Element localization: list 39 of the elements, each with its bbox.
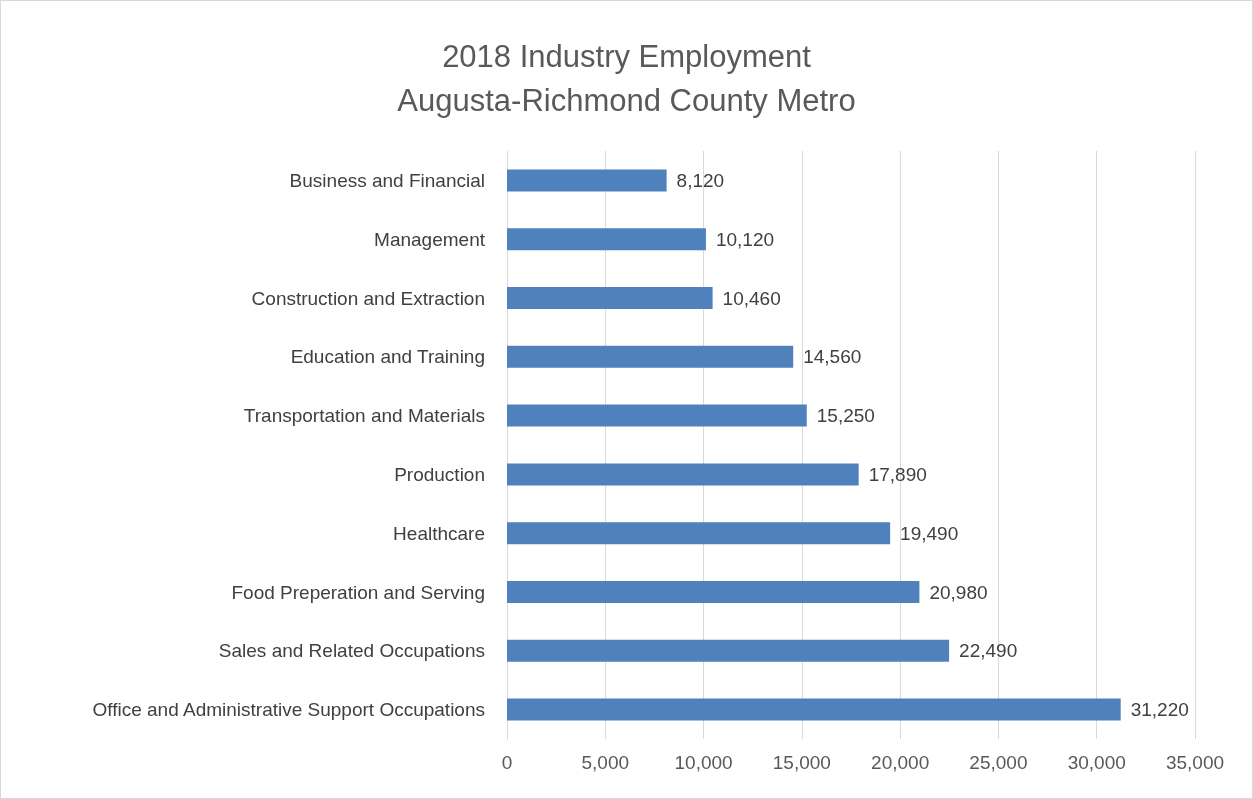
- bar: [507, 287, 713, 309]
- bar: [507, 639, 950, 662]
- y-tick-label: Sales and Related Occupations: [218, 640, 485, 662]
- x-tick-label: 15,000: [772, 752, 831, 773]
- bar: [507, 581, 920, 603]
- y-tick-label: Business and Financial: [289, 169, 485, 191]
- y-tick-label: Management: [374, 228, 486, 250]
- data-label: 31,220: [1130, 699, 1189, 721]
- bar: [507, 345, 794, 368]
- bar: [507, 228, 706, 251]
- data-label: 22,490: [959, 640, 1018, 662]
- x-tick-label: 25,000: [969, 752, 1028, 773]
- data-label: 20,980: [929, 581, 988, 603]
- bar: [507, 404, 807, 427]
- x-tick-label: 35,000: [1165, 752, 1225, 773]
- y-tick-label: Transportation and Materials: [243, 405, 485, 427]
- bar: [507, 698, 1121, 721]
- y-tick-label: Food Preperation and Serving: [231, 581, 485, 603]
- y-tick-label: Education and Training: [290, 346, 485, 368]
- x-tick-label: 20,000: [871, 752, 930, 773]
- data-label: 17,890: [868, 463, 927, 485]
- y-tick-label: Construction and Extraction: [251, 287, 485, 309]
- x-tick-label: 30,000: [1067, 752, 1126, 773]
- bar: [507, 463, 859, 486]
- data-label: 14,560: [803, 346, 862, 368]
- y-tick-label: Production: [394, 463, 485, 485]
- x-tick-label: 10,000: [674, 752, 733, 773]
- chart-title: 2018 Industry Employment Augusta-Richmond County Metro: [397, 38, 856, 118]
- bar: [507, 522, 891, 545]
- data-label: 15,250: [816, 405, 875, 427]
- data-label: 8,120: [676, 169, 725, 191]
- data-label: 10,460: [722, 287, 781, 309]
- data-label: 10,120: [715, 228, 775, 250]
- bar: [507, 169, 667, 192]
- x-tick-label: 0: [501, 752, 513, 773]
- x-tick-label: 5,000: [581, 752, 630, 773]
- y-tick-label: Healthcare: [393, 522, 485, 544]
- y-tick-label: Office and Administrative Support Occupations: [92, 699, 485, 721]
- data-label: 19,490: [900, 522, 959, 544]
